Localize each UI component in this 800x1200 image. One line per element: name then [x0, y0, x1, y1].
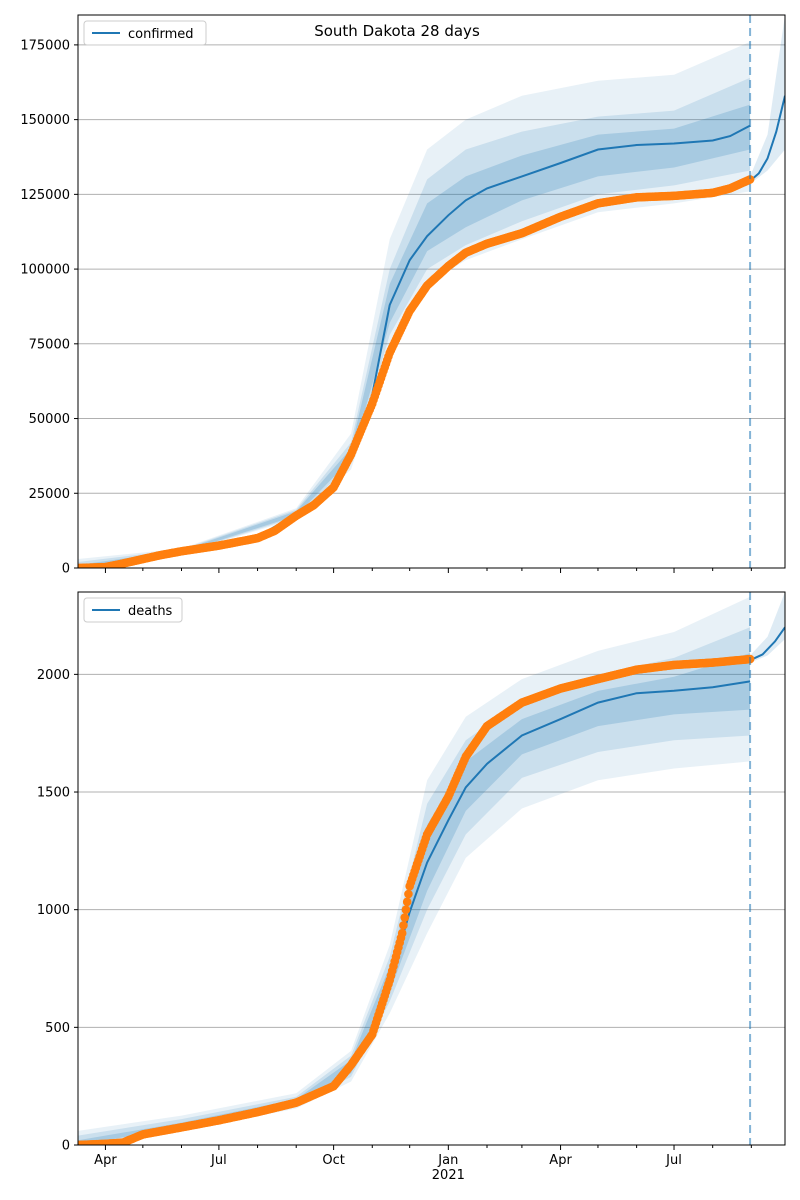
y-tick-label: 500 — [45, 1021, 70, 1036]
legend-box — [83, 597, 183, 623]
observed-point — [402, 897, 412, 907]
x-tick-label: Apr — [549, 1153, 572, 1168]
axes-frame — [77, 591, 786, 1146]
confidence-band-forecast — [750, 15, 785, 184]
chart-panel-1: 0 25000 50000 75000 100000 125000 150000 175000… — [20, 14, 786, 577]
forecast-line — [749, 95, 785, 182]
observed-point — [745, 175, 755, 184]
chart-title: South Dakota 28 days — [314, 22, 480, 40]
observed-point — [401, 905, 411, 914]
y-tick-label: 175000 — [20, 38, 70, 53]
x-tick-label: Jan — [437, 1153, 458, 1168]
forecast-line — [749, 626, 785, 662]
y-tick-label: 0 — [62, 562, 70, 577]
observed-point — [404, 889, 413, 899]
y-tick-label: 25000 — [29, 487, 70, 502]
x-tick-label: Apr — [94, 1153, 117, 1168]
y-tick-label: 1000 — [37, 903, 70, 918]
y-tick-label: 100000 — [20, 263, 70, 278]
confidence-band-forecast — [750, 592, 785, 663]
plot-area — [78, 592, 785, 1145]
confidence-band-middle — [78, 627, 751, 1145]
plot-area — [78, 15, 785, 568]
y-tick-label: 0 — [62, 1139, 70, 1154]
observed-point — [399, 921, 408, 930]
y-tick-label: 150000 — [20, 113, 70, 128]
confidence-band-middle — [78, 77, 751, 568]
axes-frame — [77, 14, 786, 569]
y-tick-label: 1500 — [37, 786, 70, 801]
legend-label: confirmed — [128, 27, 194, 42]
y-tick-label: 125000 — [20, 188, 70, 203]
legend: confirmed — [83, 20, 207, 46]
legend: deaths — [83, 597, 183, 623]
y-tick-label: 2000 — [37, 668, 70, 683]
x-tick-label: Jul — [665, 1153, 682, 1168]
legend-box — [83, 20, 207, 46]
y-tick-label: 50000 — [29, 412, 70, 427]
observed-point — [397, 928, 407, 938]
confidence-band-inner — [78, 104, 751, 568]
x-tick-label: Oct — [322, 1153, 344, 1168]
x-year-label: 2021 — [432, 1168, 465, 1183]
x-tick-label: Jul — [210, 1153, 227, 1168]
legend-label: deaths — [128, 604, 173, 619]
observed-point — [400, 913, 409, 922]
y-tick-label: 75000 — [29, 337, 70, 352]
